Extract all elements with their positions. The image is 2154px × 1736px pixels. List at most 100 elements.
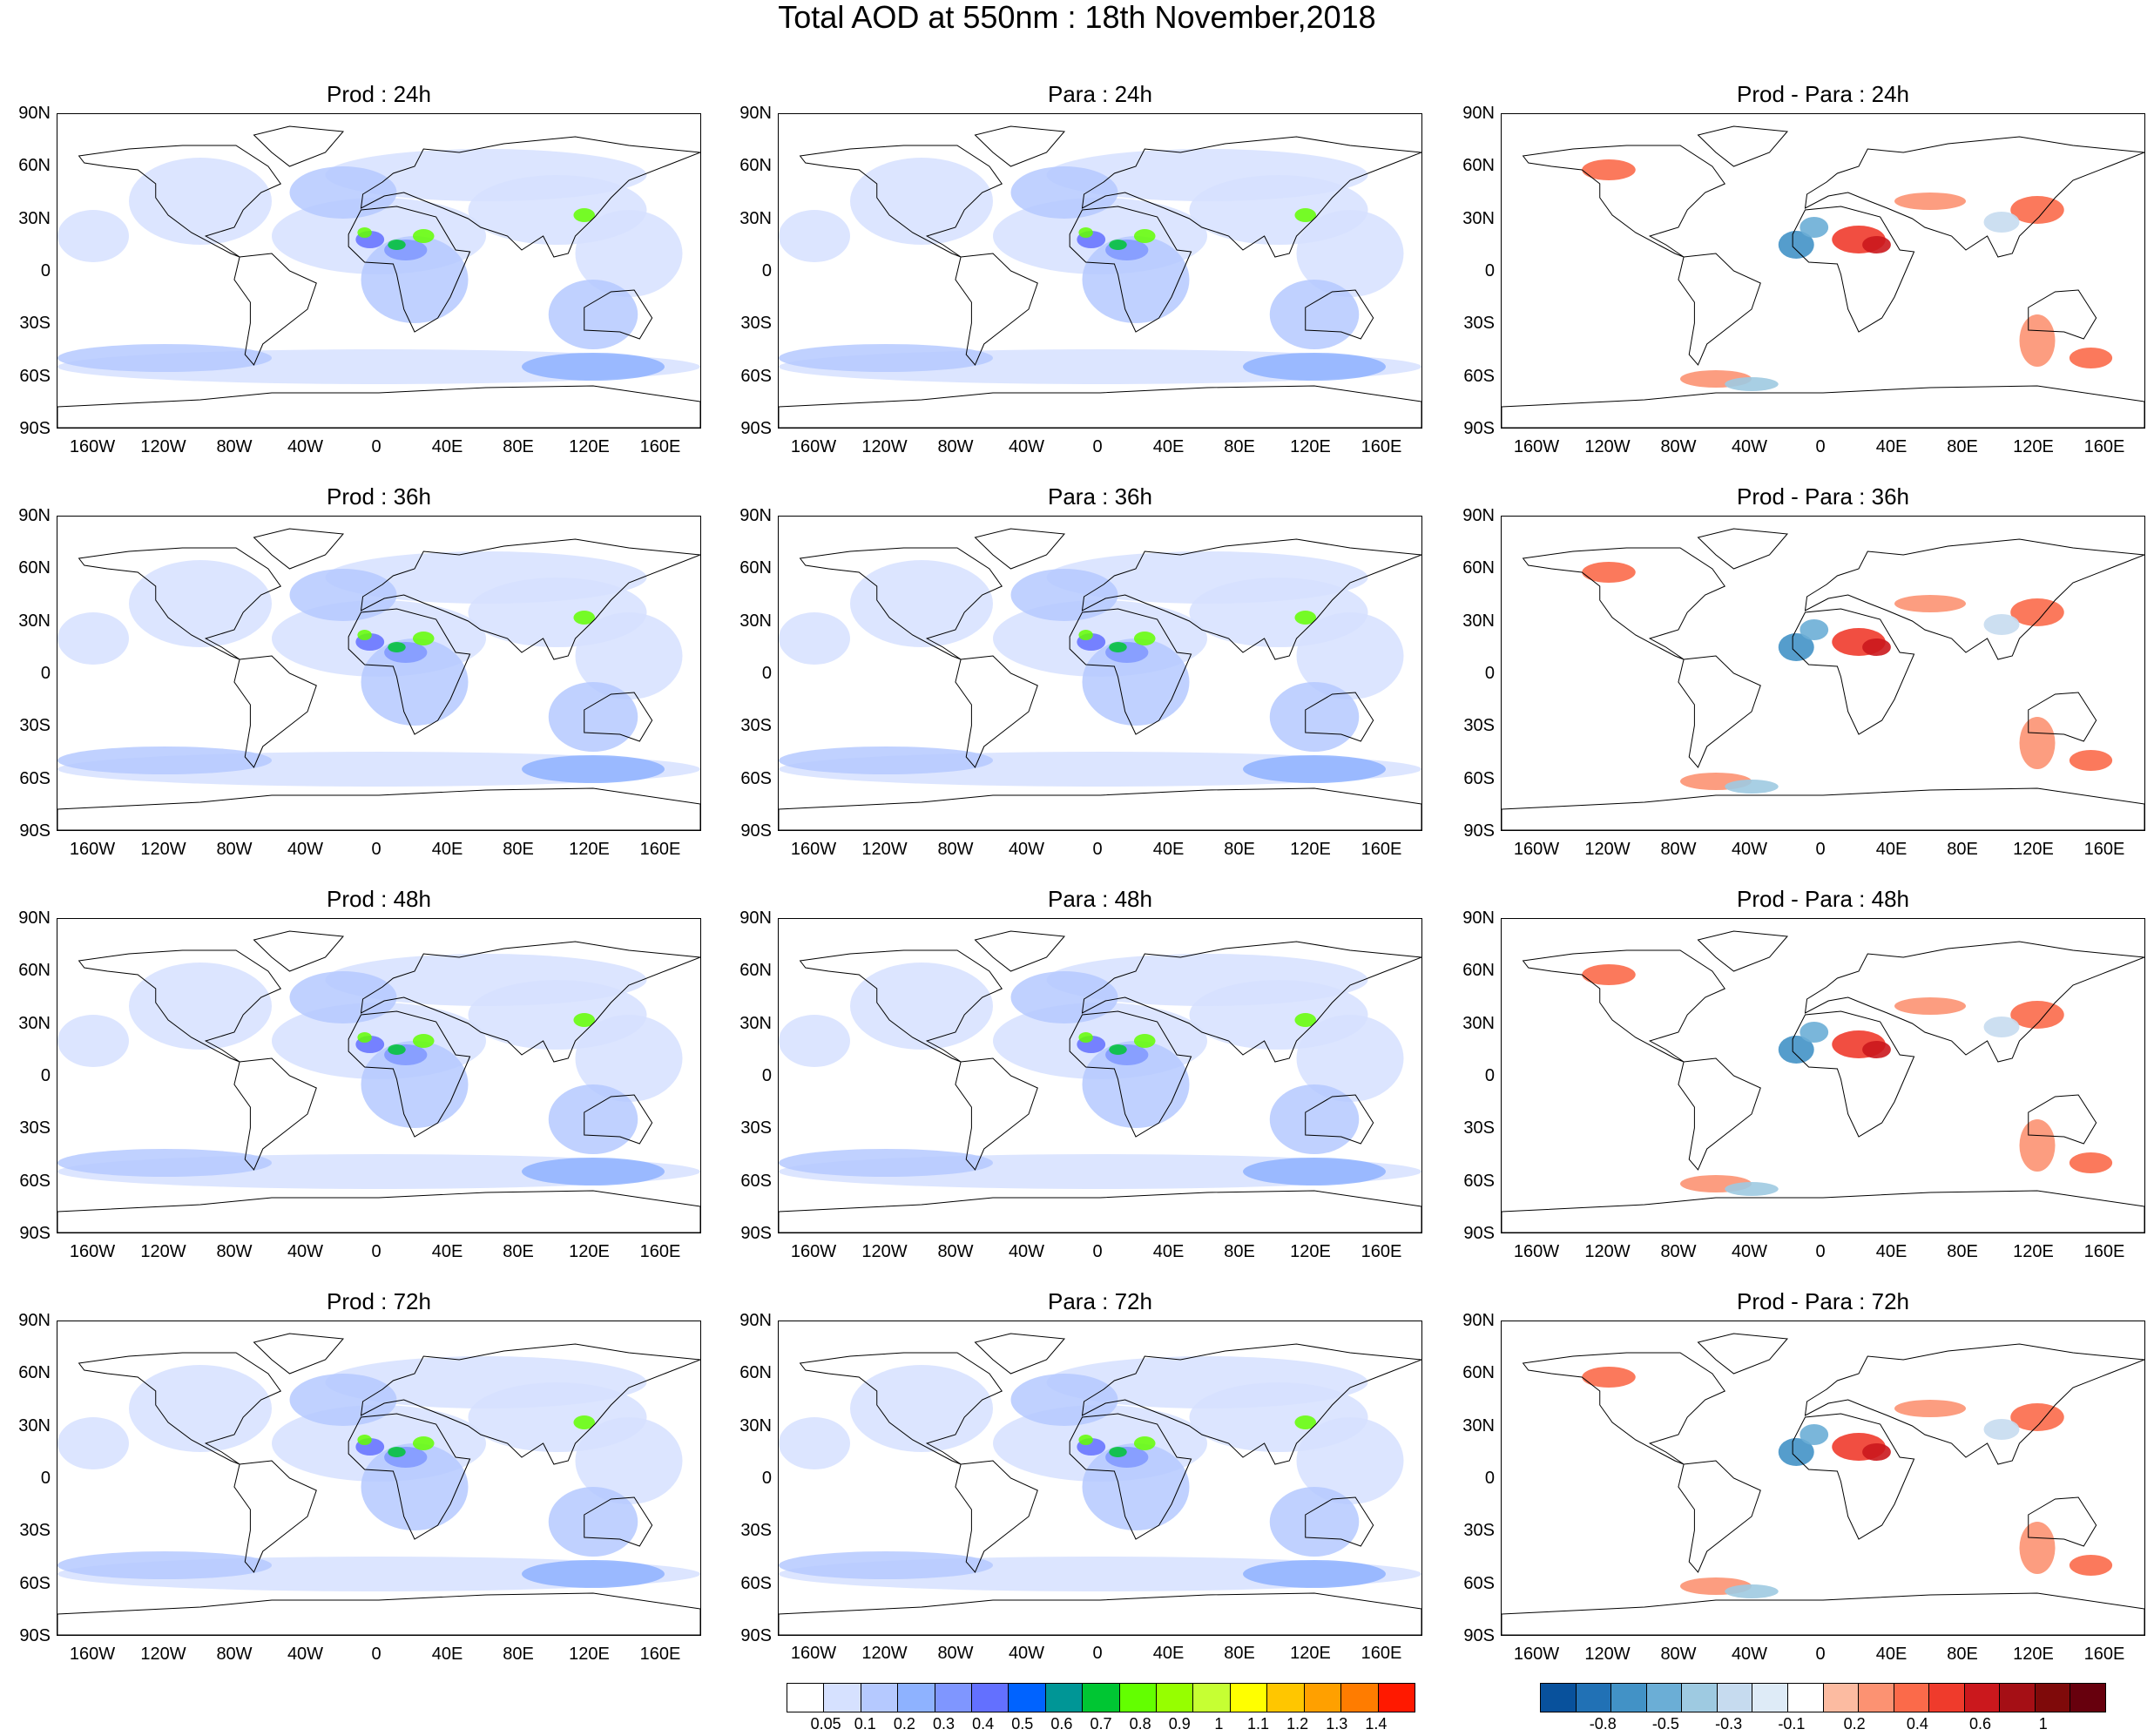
latitude-tick-label: 60S [740, 1573, 772, 1593]
colorbar-tick-label: 1.3 [1326, 1715, 1348, 1733]
latitude-tick-label: 0 [1484, 1066, 1495, 1085]
coastline [1678, 655, 1761, 768]
colorbar-tick-label: 0.2 [893, 1715, 915, 1733]
longitude-tick-label: 0 [371, 840, 382, 859]
latitude-tick-label: 60N [1462, 961, 1495, 981]
coastline [1678, 253, 1761, 366]
longitude-tick-label: 120E [2013, 1242, 2054, 1261]
aod-field-region [1296, 210, 1404, 297]
longitude-tick-label: 160E [2083, 437, 2125, 456]
aod-field-region [412, 229, 435, 243]
aod-field-region [1010, 971, 1118, 1023]
aod-field-region [1010, 1374, 1118, 1426]
aod-field-region [57, 1417, 129, 1469]
latitude-tick-label: 60N [18, 1363, 51, 1383]
longitude-tick-label: 120W [861, 437, 908, 456]
latitude-tick-label: 60S [1463, 366, 1495, 386]
longitude-tick-label: 40E [1152, 1644, 1185, 1663]
aod-field-region [1269, 682, 1360, 752]
longitude-tick-label: 160E [639, 840, 681, 859]
coastline [57, 1592, 700, 1635]
map-plot-area [1501, 918, 2145, 1233]
longitude-tick-label: 160W [790, 437, 837, 456]
colorbar-swatch [861, 1684, 899, 1712]
difference-map [1502, 528, 2144, 830]
diff-field-region [1862, 1041, 1891, 1058]
diff-field-region [1894, 595, 1966, 612]
colorbar-tick-label: 1 [1214, 1715, 1224, 1733]
latitude-tick-label: 30S [740, 314, 772, 334]
panel-title: Prod : 36h [327, 483, 431, 510]
aod-field-region [325, 551, 647, 604]
aod-field-region [1082, 638, 1190, 726]
colorbar-tick-label: 0.6 [1969, 1715, 1992, 1733]
coastline [253, 930, 344, 972]
colorbar-tick-label: 0.1 [854, 1715, 876, 1733]
latitude-tick-label: 60N [739, 558, 772, 578]
aod-field-region [779, 1149, 993, 1177]
latitude-tick-label: 30S [1463, 716, 1495, 736]
difference-map [1502, 125, 2144, 428]
diff-field-region [2019, 1119, 2056, 1172]
panel-title: Prod : 72h [327, 1288, 431, 1314]
longitude-tick-label: 40W [1731, 840, 1768, 859]
longitude-tick-label: 80W [937, 1242, 974, 1261]
coastline [1305, 692, 1374, 742]
longitude-tick-label: 40W [1008, 1242, 1045, 1261]
longitude-tick-label: 40W [287, 437, 324, 456]
diff-field-region [1894, 1400, 1966, 1417]
aod-field-region [522, 1560, 665, 1588]
longitude-tick-label: 80W [216, 437, 253, 456]
longitude-tick-label: 40W [287, 840, 324, 859]
map-plot-area [57, 918, 701, 1233]
latitude-tick-label: 90N [739, 1311, 772, 1330]
aod-field-region [1294, 611, 1317, 625]
latitude-tick-label: 90S [1463, 821, 1495, 841]
diff-field-region [1894, 997, 1966, 1015]
latitude-tick-label: 0 [761, 664, 772, 683]
aod-field-region [850, 963, 993, 1050]
aod-field-region [1082, 1041, 1190, 1128]
coastline [584, 1094, 653, 1145]
coastline [1522, 1352, 1726, 1465]
map-plot-area [57, 113, 701, 429]
aod-field-region [1296, 1015, 1404, 1102]
aod-map [57, 528, 700, 830]
latitude-tick-label: 60S [1463, 1171, 1495, 1191]
coastline [57, 1190, 700, 1233]
aod-field-region [1082, 236, 1190, 323]
coastline [1804, 136, 2144, 258]
aod-field-region [57, 1149, 272, 1177]
longitude-tick-label: 80W [216, 1242, 253, 1261]
difference-map [1502, 930, 2144, 1233]
panel-title: Prod : 24h [327, 81, 431, 107]
latitude-tick-label: 60S [1463, 1573, 1495, 1593]
colorbar-swatch [1045, 1684, 1084, 1712]
coastline [955, 253, 1038, 366]
longitude-tick-label: 80W [937, 437, 974, 456]
colorbar-swatch [1193, 1684, 1231, 1712]
longitude-tick-label: 120W [861, 840, 908, 859]
aod-field-region [412, 1034, 435, 1048]
panel-title: Prod : 48h [327, 886, 431, 912]
colorbar-swatch [972, 1684, 1009, 1712]
coastline [1697, 528, 1788, 570]
latitude-tick-label: 90S [740, 419, 772, 438]
coastline [974, 528, 1065, 570]
aod-field-region [1243, 755, 1386, 783]
aod-field-region [1269, 1084, 1360, 1154]
aod-field-region [1133, 632, 1156, 645]
aod-field-region [1296, 612, 1404, 699]
aod-field-region [129, 963, 272, 1050]
aod-field-region [1294, 208, 1317, 222]
coastline [1502, 1190, 2144, 1233]
diff-field-region [1778, 231, 1814, 259]
longitude-tick-label: 40E [431, 437, 463, 456]
aod-field-region [1269, 280, 1360, 349]
longitude-tick-label: 160W [69, 1645, 116, 1664]
longitude-tick-label: 160W [1513, 437, 1560, 456]
longitude-tick-label: 120W [1584, 1645, 1631, 1664]
longitude-tick-label: 120E [1290, 437, 1331, 456]
latitude-tick-label: 90S [19, 821, 51, 841]
longitude-tick-label: 0 [371, 437, 382, 456]
